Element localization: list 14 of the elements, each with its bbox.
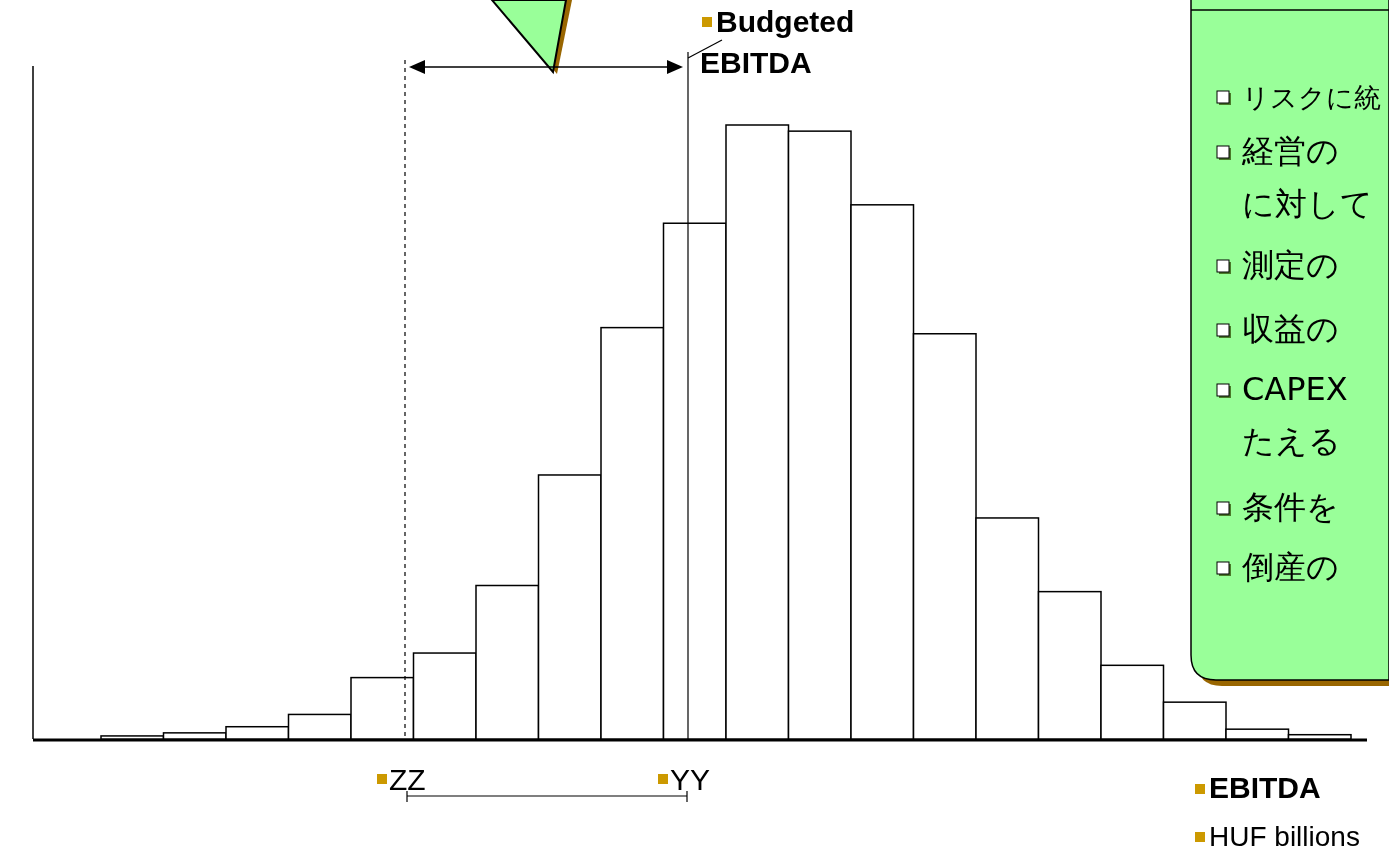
annotation: 経営の (1241, 132, 1339, 170)
annotation: 条件を (1242, 488, 1339, 526)
annotation: 倒産の (1242, 548, 1339, 586)
x-axis-title: EBITDA (1209, 771, 1321, 804)
text: YY (670, 763, 711, 796)
annotation: 収益の (1242, 310, 1339, 348)
text: Budgeted EBITDA (700, 5, 855, 79)
annotation: CAPEX (1242, 370, 1348, 408)
annotation: たえる (1242, 422, 1341, 460)
text: ZZ (389, 763, 426, 796)
annotation: に対して (1242, 185, 1373, 223)
text: リスクに統 (1242, 82, 1381, 113)
text: HUF billions (1209, 821, 1360, 851)
annotation: 測定の (1242, 246, 1339, 284)
